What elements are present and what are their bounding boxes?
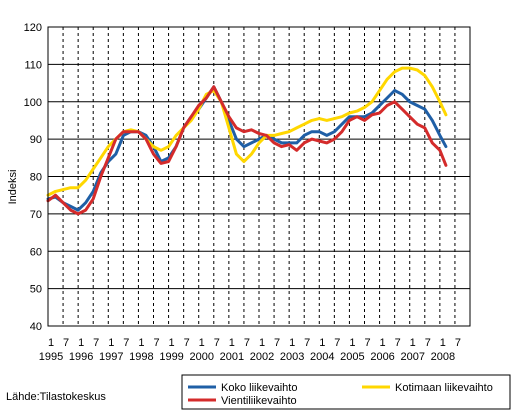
x-year-tick-label: 2001 — [220, 351, 244, 363]
x-year-tick-label: 2003 — [280, 351, 304, 363]
x-year-tick-label: 1996 — [69, 351, 93, 363]
y-tick-label: 40 — [30, 321, 42, 333]
source-note: Lähde:Tilastokeskus — [6, 391, 106, 403]
x-month-tick-label: 1 — [440, 337, 446, 349]
x-month-tick-label: 7 — [184, 337, 190, 349]
x-month-tick-label: 7 — [364, 337, 370, 349]
x-month-tick-label: 7 — [334, 337, 340, 349]
plot-frame — [47, 26, 471, 327]
x-month-tick-label: 7 — [304, 337, 310, 349]
x-month-tick-label: 7 — [274, 337, 280, 349]
y-tick-label: 90 — [30, 134, 42, 146]
y-tick-label: 80 — [30, 172, 42, 184]
y-tick-label: 70 — [30, 209, 42, 221]
x-month-tick-label: 1 — [410, 337, 416, 349]
x-month-tick-label: 1 — [349, 337, 355, 349]
x-month-tick-label: 7 — [425, 337, 431, 349]
y-axis-title: Indeksi — [7, 170, 19, 205]
x-year-tick-label: 2004 — [310, 351, 334, 363]
x-month-tick-label: 1 — [259, 337, 265, 349]
x-year-tick-label: 2006 — [370, 351, 394, 363]
legend-label-1: Koko liikevaihto — [221, 382, 297, 394]
x-year-tick-label: 2002 — [250, 351, 274, 363]
x-year-tick-label: 1995 — [39, 351, 63, 363]
y-tick-label: 50 — [30, 284, 42, 296]
series-line-1 — [46, 85, 448, 212]
series-line-3 — [46, 85, 448, 216]
x-month-tick-label: 7 — [123, 337, 129, 349]
legend-label-2: Kotimaan liikevaihto — [395, 382, 493, 394]
x-month-tick-label: 1 — [199, 337, 205, 349]
y-tick-label: 110 — [24, 59, 42, 71]
legend: Koko liikevaihto Kotimaan liikevaihto Vien… — [181, 374, 511, 410]
series-lines — [46, 66, 448, 216]
legend-box — [181, 374, 511, 410]
x-month-tick-label: 1 — [78, 337, 84, 349]
x-year-tick-label: 1999 — [159, 351, 183, 363]
x-month-tick-label: 7 — [214, 337, 220, 349]
x-month-tick-label: 7 — [244, 337, 250, 349]
x-month-tick-label: 1 — [289, 337, 295, 349]
x-month-tick-label: 1 — [108, 337, 114, 349]
x-year-tick-label: 1998 — [129, 351, 153, 363]
x-year-tick-label: 2008 — [431, 351, 455, 363]
x-month-tick-label: 7 — [93, 337, 99, 349]
x-year-tick-label: 2007 — [400, 351, 424, 363]
y-tick-label: 100 — [24, 97, 42, 109]
x-month-tick-label: 1 — [48, 337, 54, 349]
y-tick-label: 60 — [30, 246, 42, 258]
x-year-tick-label: 2005 — [340, 351, 364, 363]
x-month-tick-label: 1 — [380, 337, 386, 349]
y-tick-label: 120 — [24, 22, 42, 34]
x-month-tick-label: 7 — [153, 337, 159, 349]
x-year-tick-label: 2000 — [189, 351, 213, 363]
x-month-tick-label: 7 — [63, 337, 69, 349]
legend-label-3: Vientiliikevaihto — [221, 395, 297, 407]
x-month-tick-label: 7 — [455, 337, 461, 349]
plot-border — [47, 26, 471, 327]
x-month-tick-label: 1 — [138, 337, 144, 349]
x-year-tick-label: 1997 — [99, 351, 123, 363]
y-axis-tick-labels: 40 50 60 70 80 90 100 110 120 — [24, 22, 42, 333]
x-month-tick-label: 1 — [319, 337, 325, 349]
x-month-tick-label: 7 — [395, 337, 401, 349]
x-month-tick-label: 1 — [169, 337, 175, 349]
x-month-tick-label: 1 — [229, 337, 235, 349]
